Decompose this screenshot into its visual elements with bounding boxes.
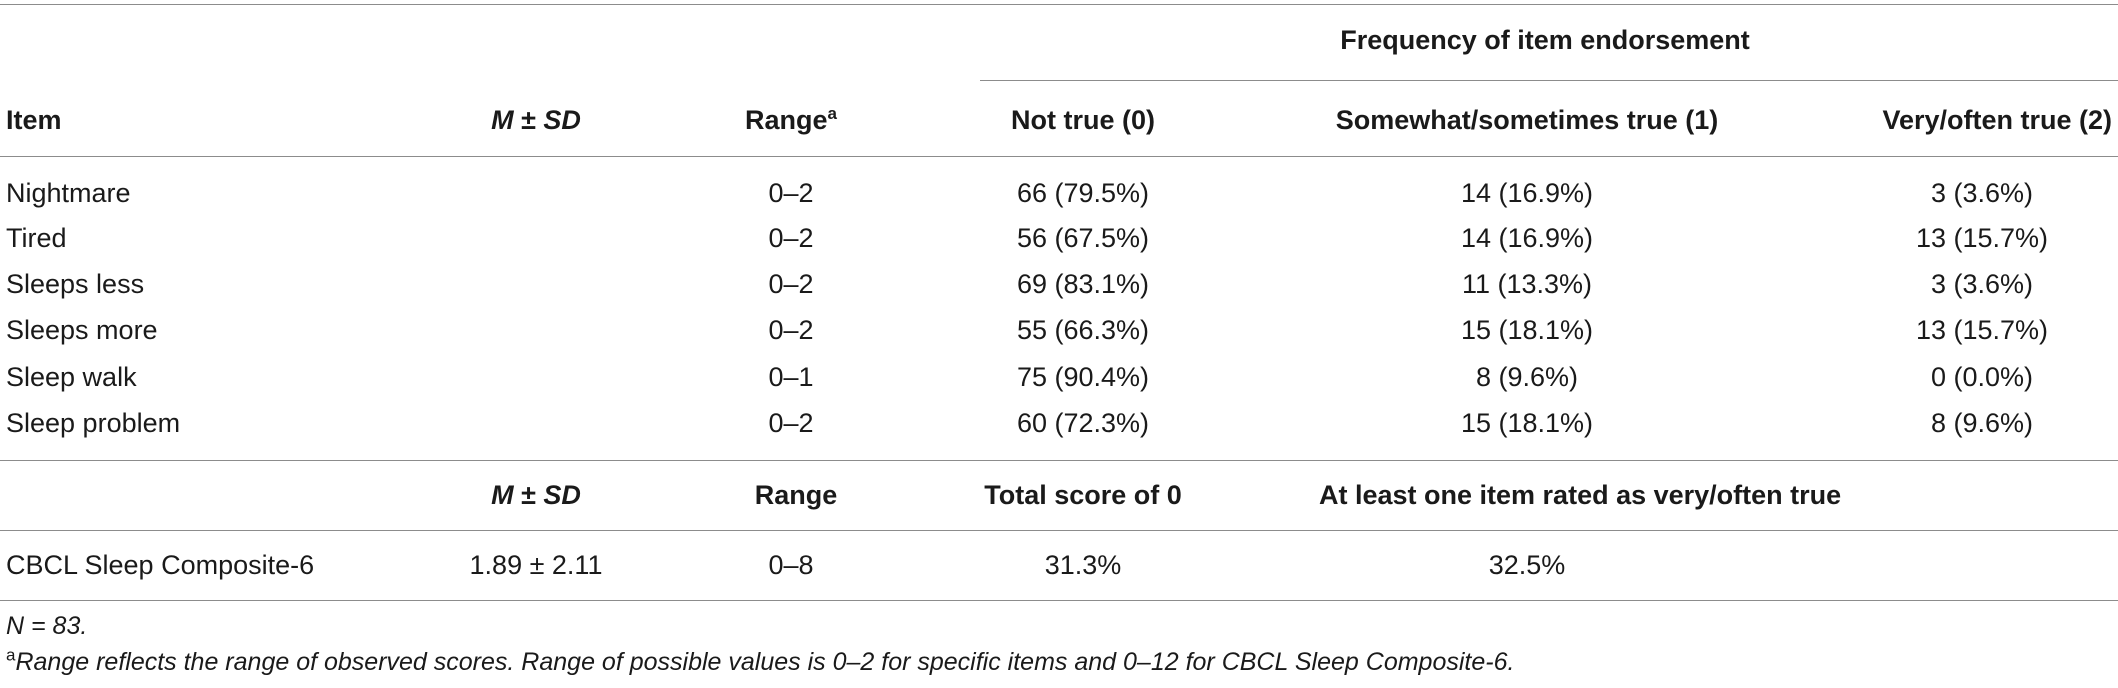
group-header-underline (980, 80, 2118, 81)
composite-header-rule (0, 530, 2118, 531)
row-somewhat: 15 (18.1%) (1460, 408, 1594, 438)
row-range: 0–2 (768, 223, 814, 253)
column-header-item: Item (6, 105, 62, 135)
row-not-true: 55 (66.3%) (1016, 315, 1150, 345)
column-header-msd: M ± SD (491, 105, 581, 135)
row-not-true: 60 (72.3%) (1016, 408, 1150, 438)
row-very: 13 (15.7%) (1915, 223, 2049, 253)
row-somewhat: 11 (13.3%) (1461, 269, 1593, 299)
composite-header-msd: M ± SD (491, 480, 581, 510)
row-range: 0–2 (768, 315, 814, 345)
row-very: 3 (3.6%) (1930, 178, 2034, 208)
composite-at-least-one: 32.5% (1488, 550, 1566, 580)
row-range: 0–2 (768, 178, 814, 208)
row-item-label: Sleeps more (6, 315, 158, 345)
row-not-true: 75 (90.4%) (1016, 362, 1150, 392)
row-item-label: Sleep walk (6, 362, 137, 392)
items-bottom-rule (0, 460, 2118, 461)
table-bottom-rule (0, 600, 2118, 601)
composite-item-label: CBCL Sleep Composite-6 (6, 550, 315, 580)
row-not-true: 66 (79.5%) (1016, 178, 1150, 208)
composite-header-total-zero: Total score of 0 (984, 480, 1182, 510)
row-item-label: Sleep problem (6, 408, 181, 438)
composite-msd: 1.89 ± 2.11 (469, 550, 603, 580)
row-somewhat: 14 (16.9%) (1460, 178, 1594, 208)
row-range: 0–2 (768, 408, 814, 438)
range-footnote: aRange reflects the range of observed sc… (6, 645, 1515, 676)
row-somewhat: 15 (18.1%) (1460, 315, 1594, 345)
composite-header-at-least-one: At least one item rated as very/often tr… (1319, 480, 1842, 510)
column-header-not-true: Not true (0) (1011, 105, 1155, 135)
row-range: 0–1 (768, 362, 814, 392)
row-very: 8 (9.6%) (1930, 408, 2034, 438)
row-not-true: 56 (67.5%) (1016, 223, 1150, 253)
row-not-true: 69 (83.1%) (1016, 269, 1150, 299)
row-item-label: Tired (6, 223, 67, 253)
row-very: 3 (3.6%) (1930, 269, 2034, 299)
composite-range: 0–8 (768, 550, 814, 580)
sample-size-note: N = 83. (6, 612, 88, 640)
composite-header-range: Range (754, 480, 838, 510)
composite-total-zero: 31.3% (1044, 550, 1122, 580)
column-header-very: Very/often true (2) (1882, 105, 2112, 135)
header-bottom-rule (0, 156, 2118, 157)
row-very: 13 (15.7%) (1915, 315, 2049, 345)
row-item-label: Sleeps less (6, 269, 145, 299)
row-somewhat: 14 (16.9%) (1460, 223, 1594, 253)
row-somewhat: 8 (9.6%) (1475, 362, 1579, 392)
column-header-somewhat: Somewhat/sometimes true (1) (1335, 105, 1719, 135)
row-very: 0 (0.0%) (1930, 362, 2034, 392)
row-item-label: Nightmare (6, 178, 131, 208)
row-range: 0–2 (768, 269, 814, 299)
top-rule (0, 4, 2118, 5)
column-header-range: Rangea (745, 104, 837, 135)
group-header: Frequency of item endorsement (1340, 25, 1750, 55)
